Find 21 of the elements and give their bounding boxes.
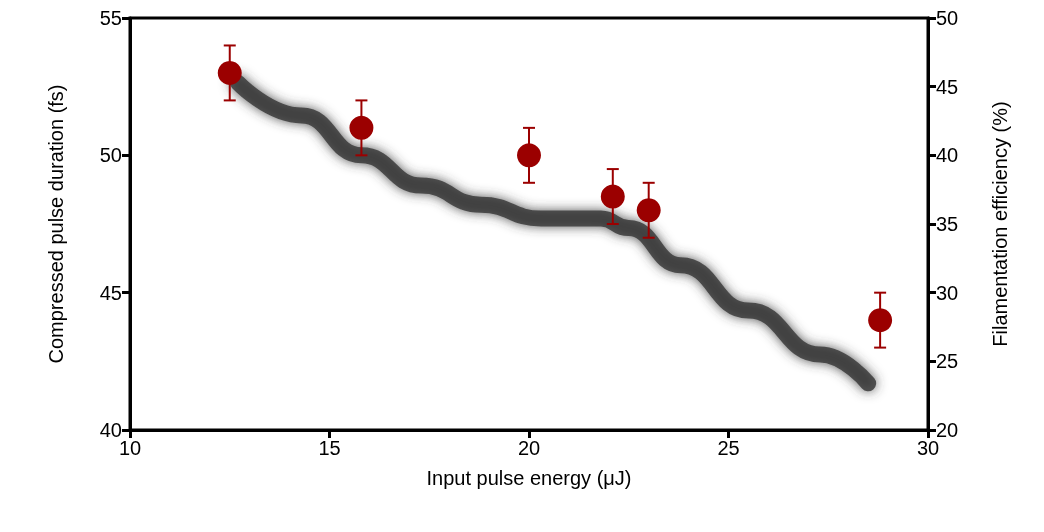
x-tick-label: 15 bbox=[318, 437, 341, 459]
point bbox=[517, 143, 541, 168]
point bbox=[636, 198, 661, 223]
x-axis-title: Input pulse energy (μJ) bbox=[426, 467, 632, 489]
y-tick-label: 50 bbox=[99, 144, 122, 167]
y-axis-title: Compressed pulse duration (fs) bbox=[45, 84, 67, 364]
point bbox=[868, 308, 893, 333]
y2-tick-label: 50 bbox=[936, 7, 959, 29]
y-tick-label: 45 bbox=[99, 281, 122, 304]
point bbox=[600, 184, 625, 209]
x-tick-label: 20 bbox=[517, 437, 541, 459]
y2-tick-label: 25 bbox=[936, 350, 959, 373]
y2-tick-label: 40 bbox=[936, 144, 959, 167]
y-tick-label: 55 bbox=[99, 7, 122, 29]
y2-tick-label: 30 bbox=[936, 281, 959, 304]
point bbox=[349, 115, 374, 140]
x-tick-label: 25 bbox=[717, 437, 740, 459]
point bbox=[217, 60, 242, 85]
y2-axis-title: Filamentation efficiency (%) bbox=[989, 101, 1011, 347]
y2-tick-label: 45 bbox=[936, 75, 959, 98]
y2-tick-label: 35 bbox=[936, 213, 959, 235]
